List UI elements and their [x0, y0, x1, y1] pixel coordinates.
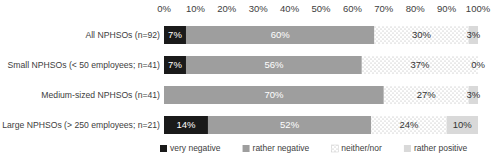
x-tick-label: 100%: [466, 3, 491, 14]
legend-item: neither/nor: [331, 143, 382, 153]
data-label: 60%: [271, 29, 291, 40]
x-tick-label: 0%: [157, 3, 171, 14]
x-tick-label: 40%: [280, 3, 300, 14]
bar-segment: [186, 56, 362, 74]
data-label: 0%: [471, 59, 485, 70]
bar-segment: [208, 116, 371, 134]
bar-segment: [374, 26, 468, 44]
bar-segment: [164, 86, 384, 104]
legend-label: very negative: [170, 143, 221, 153]
data-label: 52%: [280, 119, 300, 130]
x-tick-label: 80%: [406, 3, 426, 14]
data-label: 27%: [417, 89, 437, 100]
data-label: 3%: [466, 29, 480, 40]
data-label: 14%: [176, 119, 196, 130]
legend-swatch: [160, 145, 167, 152]
legend-label: neither/nor: [341, 143, 382, 153]
data-label: 70%: [264, 89, 284, 100]
legend-swatch: [243, 145, 250, 152]
bar-segment: [164, 26, 186, 44]
data-label: 3%: [466, 89, 480, 100]
bars: [164, 26, 478, 134]
x-tick-label: 30%: [249, 3, 269, 14]
x-tick-label: 60%: [343, 3, 363, 14]
legend-item: rather positive: [404, 143, 468, 153]
x-tick-label: 10%: [186, 3, 206, 14]
x-tick-label: 20%: [217, 3, 237, 14]
data-label: 24%: [399, 119, 419, 130]
category-label: Medium-sized NPHSOs (n=41): [41, 90, 160, 100]
chart: 0% 10% 20% 30% 40% 50% 60% 70% 80% 90% 100% All NPH…: [0, 0, 500, 159]
x-tick-label: 90%: [437, 3, 457, 14]
legend-swatch: [404, 145, 411, 152]
legend-item: rather negative: [243, 143, 310, 153]
bar-segment: [164, 116, 208, 134]
bar-segment: [371, 116, 446, 134]
bar-segment: [447, 116, 478, 134]
data-label: 10%: [453, 119, 473, 130]
x-tick-label: 50%: [311, 3, 331, 14]
legend: very negative rather negative neither/nor r…: [160, 143, 468, 153]
data-label: 37%: [410, 59, 430, 70]
legend-item: very negative: [160, 143, 221, 153]
data-labels: 7% 7% 14% 60% 56% 70% 52% 30% 37% 27% 24% 3% 0% 3% 10%: [168, 29, 485, 130]
data-label: 56%: [264, 59, 284, 70]
category-label: Large NPHSOs (> 250 employees; n=21): [2, 120, 160, 130]
bar-segment: [186, 26, 374, 44]
bar-segment: [164, 56, 186, 74]
legend-label: rather positive: [414, 143, 468, 153]
x-tick-label: 70%: [374, 3, 394, 14]
category-label: Small NPHSOs (< 50 employees; n=41): [8, 60, 161, 70]
data-label: 7%: [168, 59, 182, 70]
data-label: 7%: [168, 29, 182, 40]
category-label: All NPHSOs (n=92): [85, 30, 160, 40]
legend-label: rather negative: [253, 143, 310, 153]
bar-segment: [362, 56, 478, 74]
legend-swatch: [331, 145, 338, 152]
data-label: 30%: [412, 29, 432, 40]
bar-segment: [384, 86, 469, 104]
